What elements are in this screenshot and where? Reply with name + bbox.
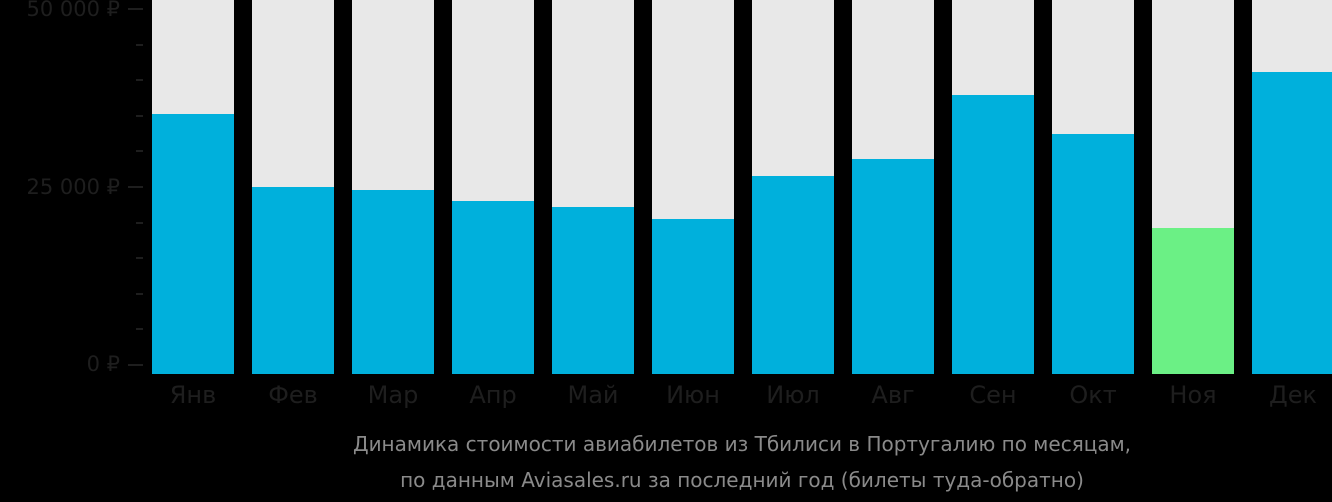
- bar-value: [952, 95, 1034, 374]
- bar-1[interactable]: [252, 0, 334, 374]
- x-axis-label: Сен: [969, 381, 1017, 409]
- bar-5[interactable]: [652, 0, 734, 374]
- y-axis-tick: [136, 43, 143, 46]
- bar-value: [452, 201, 534, 374]
- y-axis-tick: [136, 257, 143, 260]
- bar-10[interactable]: [1152, 0, 1234, 374]
- y-axis-tick: [136, 79, 143, 82]
- y-axis-label-25000: 25 000 ₽: [26, 175, 120, 199]
- bar-value: [852, 159, 934, 374]
- bar-value: [552, 207, 634, 374]
- bar-2[interactable]: [352, 0, 434, 374]
- x-axis-label: Апр: [469, 381, 517, 409]
- x-axis-label: Окт: [1069, 381, 1117, 409]
- y-axis-tick: [136, 292, 143, 295]
- x-axis-label: Мар: [367, 381, 419, 409]
- x-axis-label: Май: [567, 381, 619, 409]
- chart-caption-line2: по данным Aviasales.ru за последний год …: [400, 468, 1084, 492]
- bar-4[interactable]: [552, 0, 634, 374]
- y-axis-tick: [136, 114, 143, 117]
- y-axis-tick: [136, 221, 143, 224]
- bar-value: [752, 176, 834, 374]
- bar-8[interactable]: [952, 0, 1034, 374]
- bar-11[interactable]: [1252, 0, 1332, 374]
- x-axis-label: Июн: [666, 381, 720, 409]
- x-axis-label: Фев: [268, 381, 318, 409]
- bar-6[interactable]: [752, 0, 834, 374]
- y-axis-tick: [128, 364, 143, 366]
- bar-value: [1252, 72, 1332, 374]
- bar-value: [252, 187, 334, 374]
- x-axis-label: Июл: [766, 381, 820, 409]
- bar-value: [152, 114, 234, 374]
- bar-3[interactable]: [452, 0, 534, 374]
- y-axis-tick: [128, 8, 143, 10]
- x-axis-label: Янв: [169, 381, 217, 409]
- y-axis-tick: [136, 150, 143, 153]
- y-axis-tick: [128, 186, 143, 188]
- y-axis-label-0: 0 ₽: [86, 352, 120, 376]
- bar-value: [1152, 228, 1234, 374]
- x-axis-label: Авг: [871, 381, 915, 409]
- bar-value: [652, 219, 734, 374]
- x-axis-label: Дек: [1268, 381, 1317, 409]
- y-axis-tick: [136, 328, 143, 331]
- bar-7[interactable]: [852, 0, 934, 374]
- bar-9[interactable]: [1052, 0, 1134, 374]
- x-axis-label: Ноя: [1169, 381, 1217, 409]
- bar-value: [352, 190, 434, 374]
- chart-caption-line1: Динамика стоимости авиабилетов из Тбилис…: [352, 432, 1132, 456]
- bar-0[interactable]: [152, 0, 234, 374]
- bar-value: [1052, 134, 1134, 374]
- y-axis-label-50000: 50 000 ₽: [26, 0, 120, 21]
